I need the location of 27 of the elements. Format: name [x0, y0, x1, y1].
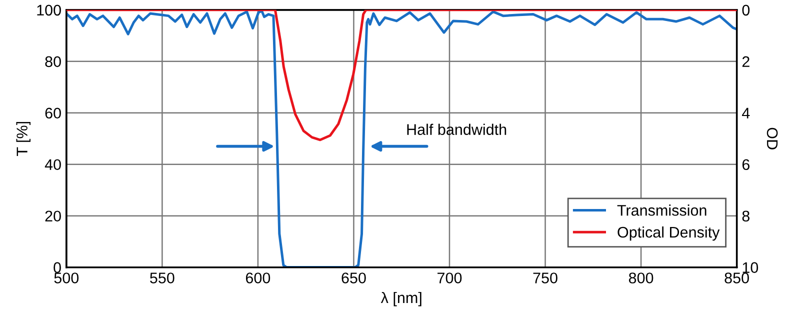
y2-tick-label: 0 — [742, 4, 750, 16]
y-tick-label: 20 — [45, 210, 61, 222]
x-tick-label: 750 — [533, 272, 558, 284]
x-tick-label: 600 — [246, 272, 270, 284]
x-tick-label: 850 — [724, 272, 749, 284]
y2-axis-title: OD — [766, 128, 778, 150]
annotation: Half bandwidth — [407, 124, 506, 135]
y-tick-label: 60 — [45, 108, 61, 119]
x-tick-label: 500 — [54, 272, 79, 284]
y2-tick-label: 4 — [742, 108, 750, 118]
x-tick-label: 800 — [628, 272, 654, 284]
y-tick-label: 0 — [54, 262, 61, 273]
legend-label: Optical Density — [618, 226, 720, 241]
x-tick-label: 550 — [150, 272, 174, 284]
y-tick-label: 100 — [37, 4, 61, 16]
legend-label: Transmission — [617, 204, 706, 216]
y-tick-label: 40 — [44, 159, 61, 170]
y2-tick-label: 8 — [742, 210, 750, 222]
y2-tick-label: 2 — [742, 56, 750, 67]
x-tick-label: 650 — [342, 272, 366, 284]
y-axis-title: T [%] — [16, 122, 30, 156]
y-tick-label: 80 — [45, 56, 61, 68]
x-axis-title: λ [nm] — [380, 292, 422, 306]
x-tick-label: 700 — [438, 272, 462, 284]
y2-tick-label: 10 — [742, 262, 758, 273]
line-series — [66, 10, 737, 268]
y2-tick-label: 6 — [742, 159, 750, 170]
